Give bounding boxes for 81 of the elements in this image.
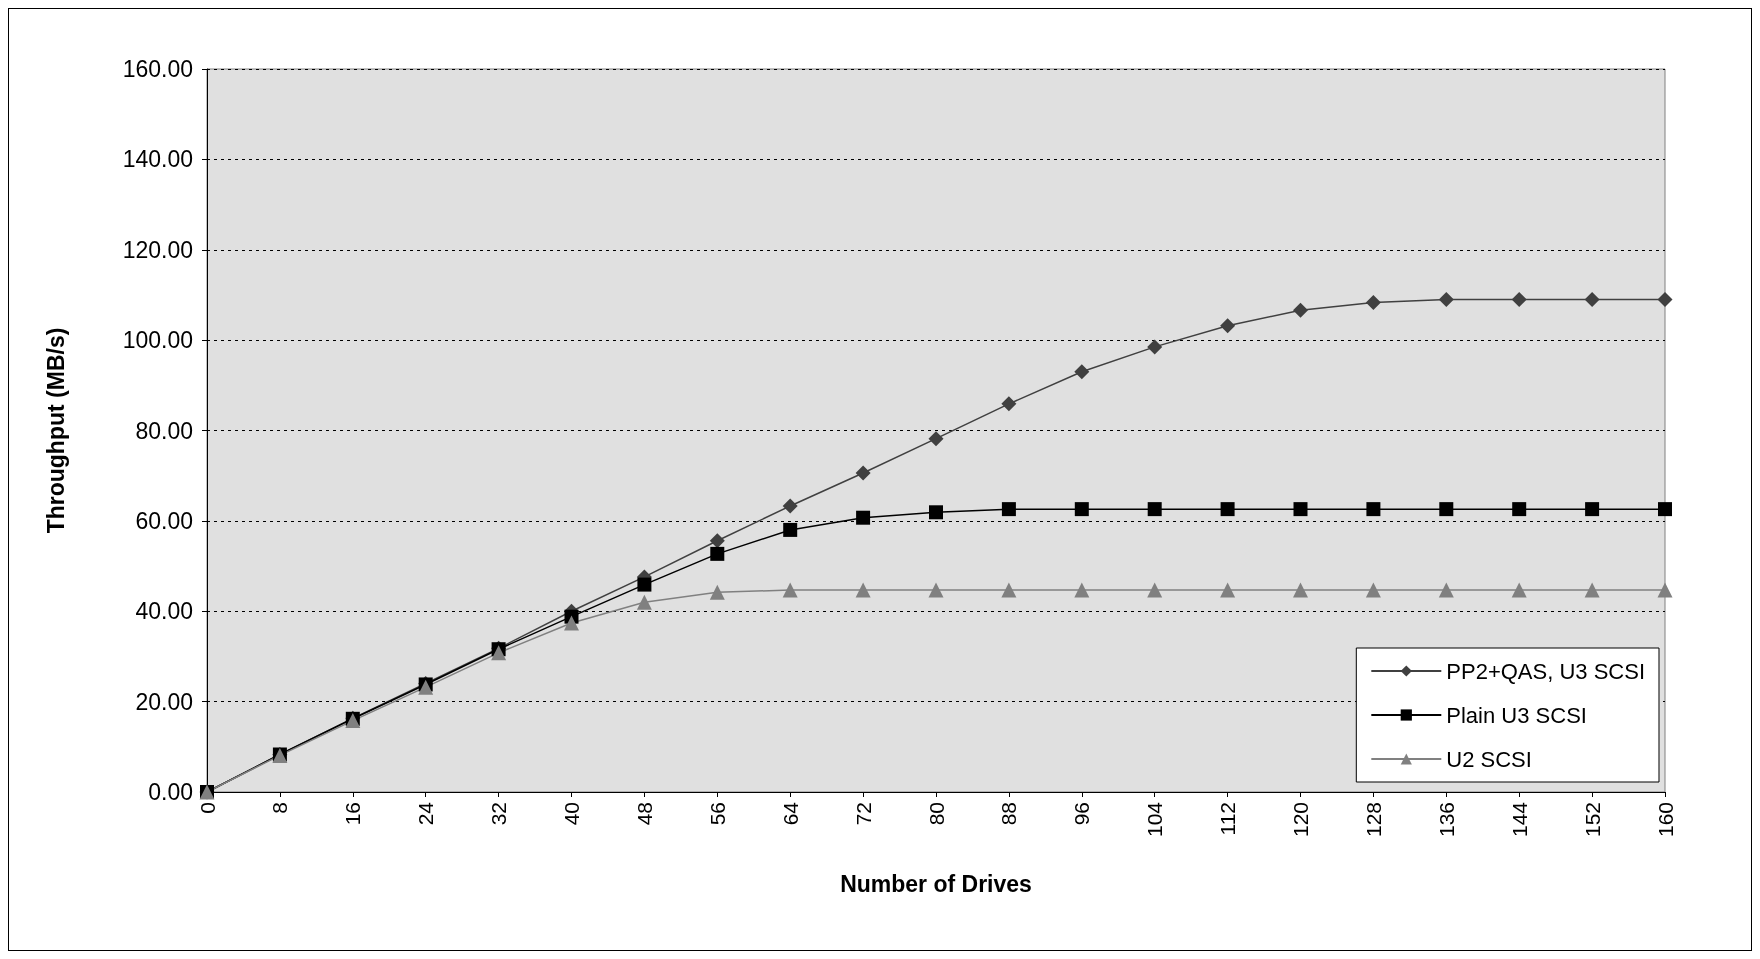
point <box>710 546 725 561</box>
point <box>1658 502 1672 517</box>
y-tick-label: 160.00 <box>122 56 193 82</box>
point <box>1220 318 1236 334</box>
y-tick-label: 20.00 <box>135 688 193 715</box>
x-axis-title: Number of Drives <box>840 870 1032 897</box>
point <box>1001 396 1017 412</box>
point <box>855 465 871 481</box>
point <box>1074 364 1090 380</box>
x-tick-label: 160 <box>1653 802 1677 838</box>
x-tick-label: 96 <box>1070 802 1094 826</box>
x-tick-label: 80 <box>924 802 948 826</box>
x-tick-label: 104 <box>1143 801 1167 838</box>
point <box>1074 502 1089 517</box>
x-tick-label: 48 <box>632 802 656 826</box>
point <box>709 584 725 600</box>
x-tick-label: 88 <box>997 802 1021 826</box>
point <box>928 431 944 447</box>
y-tick-label: 80.00 <box>135 417 193 444</box>
point <box>1438 582 1454 598</box>
x-tick-label: 64 <box>778 801 802 826</box>
point <box>929 505 943 520</box>
x-tick-label: 128 <box>1361 802 1385 838</box>
point <box>709 533 725 549</box>
point <box>636 594 652 610</box>
x-tick-label: 112 <box>1216 802 1240 836</box>
point <box>1147 502 1162 517</box>
point <box>1365 582 1381 598</box>
point <box>1585 502 1600 517</box>
x-tick-label: 16 <box>341 802 365 826</box>
point <box>1657 291 1673 307</box>
x-tick-label: 136 <box>1434 802 1458 838</box>
point <box>783 522 798 537</box>
x-tick-label: 40 <box>560 802 583 826</box>
point <box>637 577 652 592</box>
y-tick-label: 0.00 <box>148 779 193 805</box>
point <box>855 582 871 598</box>
point <box>1293 502 1308 517</box>
x-tick-label: 152 <box>1580 802 1604 838</box>
point <box>1001 582 1017 598</box>
point <box>1584 291 1600 307</box>
y-tick-label: 40.00 <box>135 598 193 625</box>
point <box>1438 291 1454 307</box>
point <box>1147 339 1163 355</box>
legend-label: PP2+QAS, U3 SCSI <box>1446 658 1645 684</box>
point <box>564 615 579 631</box>
x-tick-label: 72 <box>851 802 875 826</box>
x-tick-label: 0 <box>195 802 219 814</box>
point <box>782 582 798 598</box>
point <box>1220 502 1235 517</box>
point <box>1001 502 1016 517</box>
point <box>1511 582 1527 598</box>
x-tick-label: 120 <box>1289 802 1312 838</box>
point <box>1657 582 1673 598</box>
point <box>1074 582 1090 598</box>
y-tick-label: 100.00 <box>122 327 193 354</box>
point <box>928 582 944 598</box>
y-axis-title: Throughput (MB/s) <box>42 327 69 534</box>
point <box>782 498 798 514</box>
legend-label: U2 SCSI <box>1446 746 1532 772</box>
point <box>1512 502 1527 517</box>
legend-label: Plain U3 SCSI <box>1446 702 1587 728</box>
point <box>1293 302 1308 318</box>
x-tick-label: 56 <box>705 802 729 826</box>
y-tick-label: 60.00 <box>135 507 193 534</box>
point <box>1147 582 1163 598</box>
point <box>1366 502 1381 517</box>
x-tick-label: 32 <box>487 802 511 826</box>
point <box>1220 582 1236 598</box>
x-tick-label: 144 <box>1507 801 1531 838</box>
point <box>491 645 507 661</box>
x-tick-label: 24 <box>414 801 438 826</box>
y-tick-label: 120.00 <box>122 236 193 263</box>
y-tick-label: 140.00 <box>122 146 193 173</box>
point <box>1293 582 1308 598</box>
point <box>1439 502 1454 517</box>
point <box>1511 291 1527 307</box>
point <box>1365 295 1381 311</box>
x-tick-label: 8 <box>268 802 292 814</box>
point <box>1584 582 1600 598</box>
point <box>856 510 871 525</box>
